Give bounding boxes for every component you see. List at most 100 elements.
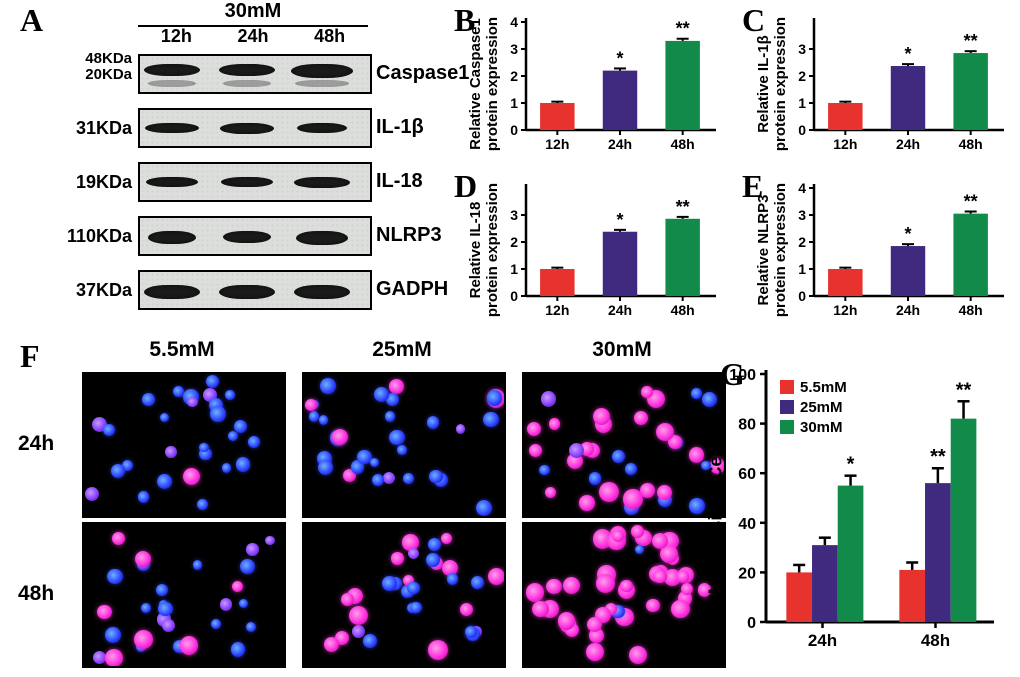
- legend-swatch: [780, 420, 794, 434]
- bar: [925, 483, 951, 622]
- cell-dot: [363, 634, 377, 648]
- xtick-label: 48h: [959, 302, 983, 318]
- cell-dot: [532, 601, 548, 617]
- cell-dot: [427, 416, 439, 428]
- blot-size-label: 37KDa: [42, 280, 132, 301]
- xtick-label: 12h: [545, 136, 569, 152]
- cell-dot: [569, 443, 584, 458]
- blot-band: [219, 285, 275, 299]
- blot-protein-label: IL-1β: [376, 116, 424, 139]
- significance-mark: **: [676, 197, 690, 217]
- cell-dot: [596, 574, 615, 593]
- legend-swatch: [780, 380, 794, 394]
- cell-dot: [691, 388, 702, 399]
- blot-band: [294, 285, 350, 299]
- legend-swatch: [780, 400, 794, 414]
- cell-dot: [656, 423, 674, 441]
- cell-dot: [539, 465, 550, 476]
- cell-dot: [107, 569, 122, 584]
- cell-dot: [231, 642, 245, 656]
- significance-mark: **: [930, 446, 946, 468]
- xtick-label: 48h: [921, 631, 950, 650]
- cell-dot: [428, 640, 448, 660]
- microscopy-image: [522, 372, 726, 518]
- cell-dot: [222, 463, 232, 473]
- cell-dot: [579, 495, 595, 511]
- xtick-label: 12h: [833, 302, 857, 318]
- cell-dot: [623, 489, 642, 508]
- cell-dot: [112, 532, 125, 545]
- cell-dot: [385, 411, 395, 421]
- microscopy-image: [302, 522, 506, 668]
- blot-row: [138, 216, 372, 256]
- microscopy-row-label: 48h: [18, 582, 54, 606]
- cell-dot: [620, 580, 632, 592]
- ytick-label: 1: [798, 261, 806, 277]
- bar: [899, 570, 925, 622]
- bar: [665, 41, 699, 130]
- cell-dot: [526, 583, 544, 601]
- cell-dot: [225, 390, 234, 399]
- bar: [953, 53, 987, 130]
- cell-dot: [240, 559, 255, 574]
- chart-il1b: 012312h*24h**48hRelative IL-1βprotein ex…: [778, 6, 1020, 161]
- cell-dot: [180, 636, 199, 655]
- cell-dot: [483, 412, 498, 427]
- panel-a-condition: 30mM: [138, 0, 368, 27]
- bar: [812, 545, 838, 622]
- significance-mark: **: [964, 31, 978, 51]
- lane-label: 48h: [291, 26, 368, 47]
- panel-a-western-blot: 30mM 12h 24h 48h 48KDa20KDaCaspase131KDa…: [18, 0, 436, 318]
- cell-dot: [599, 482, 619, 502]
- ytick-label: 3: [798, 41, 806, 57]
- bar: [828, 103, 862, 130]
- cell-dot: [324, 637, 339, 652]
- microscopy-image: [82, 372, 286, 518]
- cell-dot: [183, 468, 201, 486]
- cell-dot: [689, 447, 705, 463]
- xtick-label: 24h: [808, 631, 837, 650]
- bar: [786, 572, 812, 622]
- barchart-svg: 0123412h*24h**48h: [778, 172, 1008, 322]
- cell-dot: [465, 626, 477, 638]
- cell-dot: [165, 446, 176, 457]
- xtick-label: 24h: [896, 302, 920, 318]
- bar: [951, 419, 977, 622]
- cell-dot: [546, 579, 561, 594]
- cell-dot: [309, 411, 319, 421]
- cell-dot: [318, 460, 334, 476]
- bar: [665, 219, 699, 296]
- ytick-label: 0: [798, 288, 806, 304]
- cell-dot: [246, 622, 256, 632]
- cell-dot: [589, 472, 602, 485]
- bar: [540, 103, 574, 130]
- blot-band: [146, 177, 198, 187]
- cell-dot: [545, 487, 556, 498]
- ytick-label: 1: [510, 261, 518, 277]
- cell-dot: [156, 584, 168, 596]
- ytick-label: 100: [729, 367, 756, 384]
- cell-dot: [410, 602, 422, 614]
- cell-dot: [447, 573, 458, 584]
- cell-dot: [134, 630, 153, 649]
- cell-dot: [210, 406, 226, 422]
- cell-dot: [634, 411, 648, 425]
- bar: [828, 269, 862, 296]
- cell-dot: [635, 545, 644, 554]
- lane-label: 24h: [215, 26, 292, 47]
- blot-band: [145, 123, 199, 133]
- bar: [540, 269, 574, 296]
- cell-dot: [234, 420, 248, 434]
- blot-band: [220, 123, 274, 134]
- cell-dot: [456, 424, 465, 433]
- bar: [603, 71, 637, 130]
- cell-dot: [319, 415, 328, 424]
- cell-dot: [349, 606, 368, 625]
- xtick-label: 24h: [608, 136, 632, 152]
- blot-protein-label: Caspase1: [376, 62, 469, 85]
- cell-dot: [105, 649, 123, 667]
- legend-label: 25mM: [800, 399, 843, 416]
- cell-dot: [248, 436, 261, 449]
- cell-dot: [389, 379, 404, 394]
- ytick-label: 3: [510, 41, 518, 57]
